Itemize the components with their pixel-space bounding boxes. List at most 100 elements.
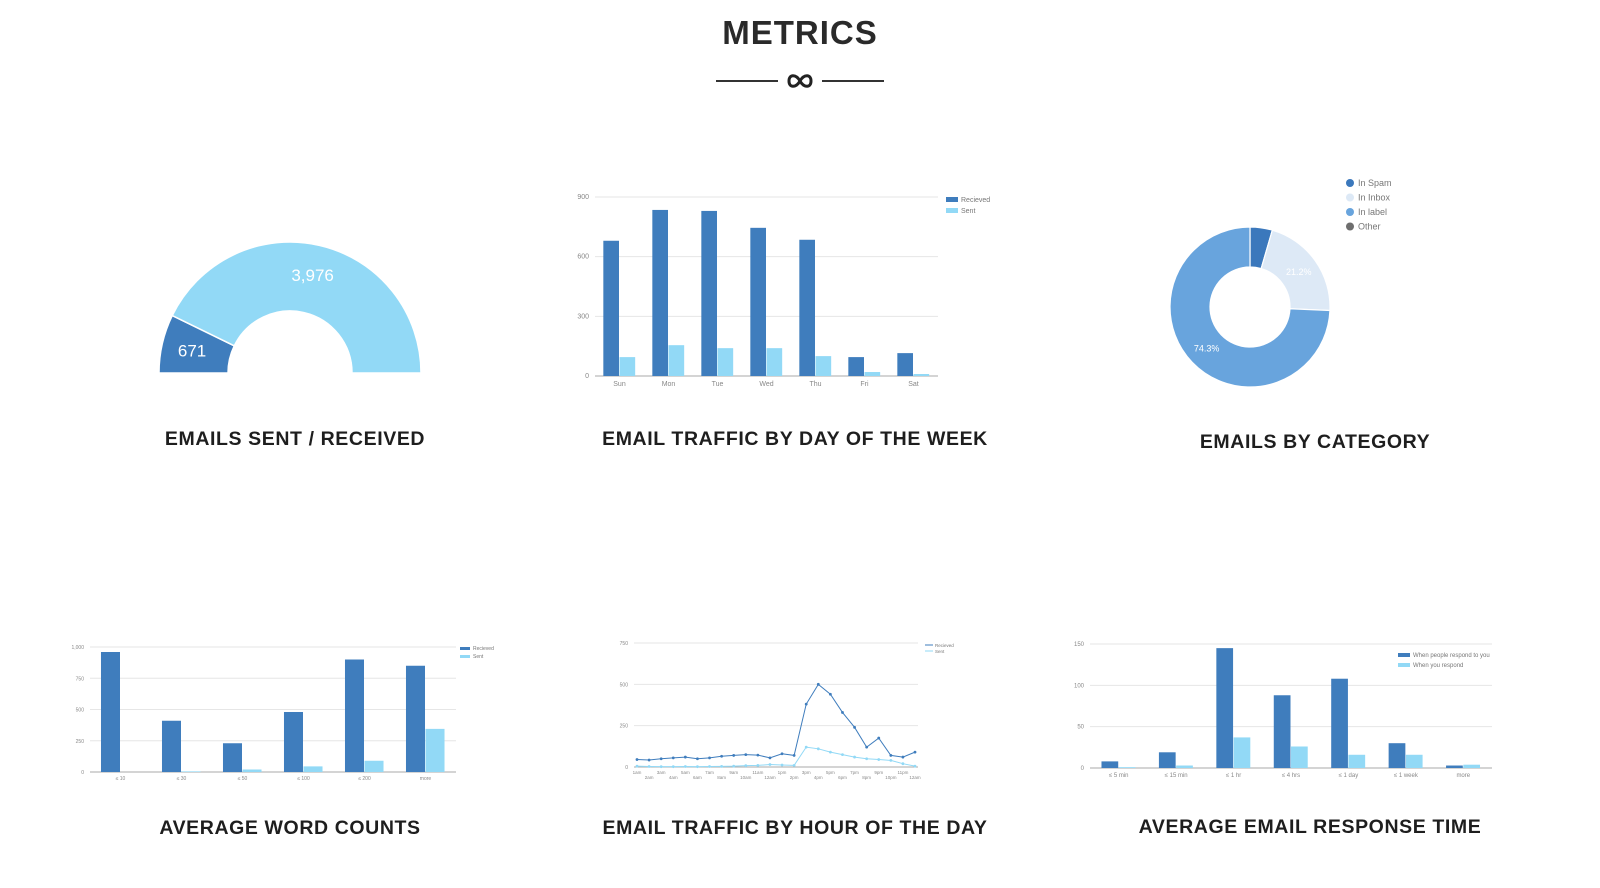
data-point: [853, 725, 856, 729]
y-tick-label: 0: [585, 373, 589, 380]
bar: [364, 760, 384, 772]
data-point: [683, 755, 687, 759]
legend-label: In Spam: [1358, 178, 1392, 188]
data-point: [901, 755, 905, 759]
x-tick-label: ≤ 1 day: [1339, 773, 1359, 779]
bar: [1118, 767, 1136, 768]
data-point: [816, 682, 820, 686]
legend-swatch: [460, 655, 470, 658]
bar: [1388, 743, 1406, 768]
legend-label: Sent: [473, 654, 484, 660]
data-point: [877, 736, 881, 740]
data-point: [780, 752, 784, 756]
bar: [1176, 765, 1193, 768]
x-tick-label: 10pm: [885, 775, 897, 780]
x-tick-label: more: [1456, 773, 1470, 779]
data-point: [671, 756, 675, 760]
legend-swatch: [946, 197, 958, 202]
data-point: [768, 763, 772, 766]
legend-label: Sent: [935, 649, 945, 654]
data-point: [792, 763, 796, 767]
bar: [161, 720, 181, 772]
bar: [303, 766, 323, 772]
legend-label: Other: [1358, 222, 1381, 232]
slice-label: 671: [178, 341, 206, 360]
data-point: [732, 764, 736, 768]
x-tick-label: 1am: [633, 770, 642, 775]
panel-title-sent-received: EMAILS SENT / RECEIVED: [164, 428, 426, 450]
category-chart: 21.2% 74.3% In Spam In Inbox In label Other: [1169, 178, 1392, 388]
data-point: [853, 755, 856, 759]
legend-label: When people respond to you: [1413, 653, 1490, 659]
bar: [848, 357, 864, 376]
y-tick-label: 500: [76, 708, 85, 714]
legend-swatch: [1346, 222, 1354, 231]
y-tick-label: 50: [1077, 725, 1084, 731]
x-tick-label: 2pm: [790, 775, 799, 780]
data-point: [659, 757, 663, 761]
series-line: [636, 746, 916, 768]
x-tick-label: 1pm: [778, 770, 787, 775]
data-point: [768, 756, 772, 760]
data-point: [889, 754, 893, 757]
bar: [1216, 648, 1234, 768]
legend-label: Recieved: [961, 197, 990, 204]
bar: [668, 345, 685, 376]
x-tick-label: 11am: [752, 770, 763, 775]
y-tick-label: 750: [76, 676, 85, 682]
x-tick-label: 4pm: [814, 775, 823, 780]
y-tick-label: 0: [81, 770, 84, 776]
bar: [897, 353, 913, 376]
response-time-chart: 0 50 100 150 ≤ 5 min ≤ 15 min ≤ 1 hr ≤ 4 hrs ≤ 1…: [1074, 642, 1492, 779]
legend-swatch: [946, 208, 958, 213]
x-tick-label: 10am: [740, 775, 752, 780]
x-tick-label: 3am: [657, 770, 666, 775]
panel-title-word-counts: AVERAGE WORD COUNTS: [159, 817, 421, 839]
data-point: [683, 765, 687, 768]
bar: [283, 712, 303, 772]
x-tick-label: more: [420, 776, 432, 782]
legend-label: In label: [1358, 207, 1387, 217]
day-of-week-chart: 0 300 600 900 Sun Mon Tue Wed Thu Fri Sat Recieved S…: [577, 194, 990, 388]
data-point: [671, 765, 675, 769]
x-tick-label: 9am: [729, 770, 738, 775]
data-point: [841, 711, 844, 714]
x-tick-label: 3pm: [802, 770, 811, 775]
bar: [750, 227, 766, 376]
data-point: [913, 764, 917, 768]
bar: [1405, 754, 1423, 768]
x-tick-label: ≤ 1 week: [1394, 773, 1419, 779]
data-point: [647, 765, 651, 768]
data-point: [635, 764, 639, 768]
x-tick-label: 5am: [681, 770, 690, 775]
x-tick-label: ≤ 5 min: [1109, 773, 1129, 779]
y-tick-label: 600: [577, 254, 589, 261]
data-point: [696, 757, 699, 761]
bar: [1291, 746, 1308, 768]
y-tick-label: 250: [620, 724, 629, 730]
x-tick-label: ≤ 15 min: [1165, 773, 1188, 779]
donut-slice: [1169, 226, 1331, 388]
data-point: [732, 754, 736, 757]
x-tick-label: ≤ 50: [238, 776, 248, 782]
bar: [1348, 754, 1366, 768]
x-tick-label: 12am: [764, 775, 776, 780]
panel-title-response-time: AVERAGE EMAIL RESPONSE TIME: [1138, 816, 1482, 838]
y-tick-label: 500: [620, 682, 629, 688]
data-point: [780, 763, 784, 767]
x-tick-label: Thu: [809, 381, 821, 388]
x-tick-label: 6pm: [838, 775, 847, 780]
data-point: [841, 753, 844, 756]
x-tick-label: 4am: [669, 775, 678, 780]
bar: [425, 728, 445, 772]
bar: [1463, 764, 1481, 768]
panel-title-hour-of-day: EMAIL TRAFFIC BY HOUR OF THE DAY: [602, 817, 988, 839]
bar: [619, 357, 636, 376]
y-tick-label: 150: [1074, 642, 1085, 648]
data-point: [708, 756, 711, 760]
data-point: [756, 753, 760, 757]
x-tick-label: 12am: [909, 775, 921, 780]
data-point: [889, 758, 893, 762]
data-point: [828, 692, 832, 696]
bar: [1101, 761, 1119, 768]
